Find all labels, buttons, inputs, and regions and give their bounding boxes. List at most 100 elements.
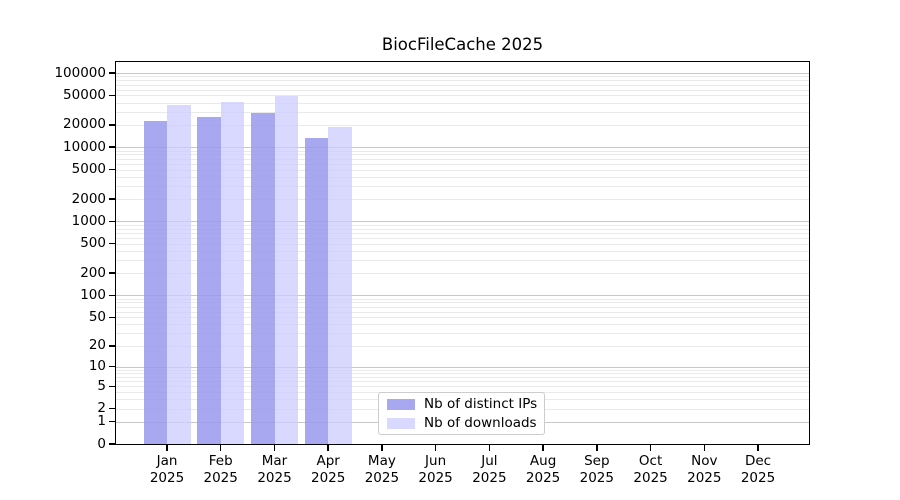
gridline-minor [115,199,810,200]
x-tick-year: 2025 [633,470,668,486]
y-tick-mark [109,198,115,200]
x-tick-month: Jan [156,453,178,469]
x-tick-mark [434,445,437,451]
gridline-minor [115,333,810,335]
x-tick-month: Dec [744,453,772,469]
gridline-minor [115,237,810,239]
gridline-minor [115,345,810,347]
x-tick-label: Oct 2025 [611,453,691,487]
gridline-minor [115,250,810,252]
x-tick-label: Jun 2025 [396,453,476,487]
y-tick-mark [109,72,115,74]
x-tick-year: 2025 [740,470,776,486]
gridline-minor [115,158,810,160]
gridline-minor [115,306,810,308]
gridline-minor [115,169,810,171]
gridline-major [115,366,810,368]
bar-distinct-ips-jan-2025 [143,120,167,444]
x-tick-month: Mar [261,453,288,469]
gridline-minor [115,324,810,326]
bar-downloads-apr-2025 [328,126,352,444]
y-tick-label: 200 [80,264,106,281]
y-tick-label: 1 [97,413,106,430]
gridline-minor [115,317,810,319]
gridline-minor [115,76,810,78]
bar-downloads-feb-2025 [220,101,245,444]
gridline-minor [115,373,810,375]
x-tick-label: May 2025 [342,453,422,487]
x-tick-year: 2025 [687,470,722,486]
x-tick-mark [542,445,544,451]
x-tick-mark [488,445,491,451]
y-tick-mark [109,443,115,445]
x-tick-label: Mar 2025 [235,453,315,487]
gridline-minor [115,273,810,275]
x-tick-year: 2025 [472,470,507,486]
y-tick-label: 10 [88,358,106,375]
x-tick-month: Oct [638,453,663,469]
y-tick-mark [109,168,115,171]
y-tick-mark [109,420,115,423]
x-tick-mark [757,445,759,451]
gridline-major [115,147,810,149]
gridline-minor [115,386,810,388]
bar-downloads-mar-2025 [274,96,298,444]
gridline-minor [115,228,810,230]
x-tick-mark [327,445,329,451]
x-tick-label: Nov 2025 [664,453,744,487]
gridline-minor [115,111,810,113]
y-tick-mark [109,294,115,297]
x-tick-label: Apr 2025 [288,453,368,487]
x-tick-label: Jul 2025 [449,453,529,487]
gridline-minor [115,311,810,313]
y-tick-mark [109,124,115,126]
gridline-minor [115,302,810,304]
y-tick-label: 2 [97,400,106,417]
gridline-minor [115,154,810,156]
legend-label-downloads: Nb of downloads [424,415,537,431]
gridline-minor [115,163,810,165]
x-tick-label: Aug 2025 [503,453,583,487]
y-tick-label: 0 [97,435,106,452]
gridline-minor [115,186,810,187]
y-tick-mark [109,407,115,410]
x-tick-year: 2025 [579,470,614,486]
x-tick-month: Jun [425,453,447,469]
legend-entry-downloads: Nb of downloads [387,415,537,431]
x-tick-mark [273,445,276,451]
x-tick-year: 2025 [311,470,346,486]
gridline-minor [115,84,810,86]
legend-swatch-downloads [387,417,415,429]
gridline-minor [115,224,810,226]
y-tick-label: 50000 [63,86,106,103]
gridline-minor [115,102,810,104]
bar-distinct-ips-apr-2025 [304,138,329,444]
y-tick-label: 10000 [63,138,106,155]
bar-distinct-ips-feb-2025 [197,117,221,444]
gridline-minor [115,298,810,300]
y-tick-label: 50 [88,308,106,325]
y-tick-label: 20000 [63,116,106,133]
gridline-minor [115,95,810,97]
bar-downloads-jan-2025 [167,105,191,444]
y-tick-label: 5000 [71,161,106,177]
x-tick-mark [166,445,168,451]
gridline-major [115,221,810,223]
gridline-minor [115,176,810,178]
x-tick-mark [219,445,222,451]
y-tick-label: 500 [80,235,106,252]
y-tick-label: 1000 [71,212,106,229]
chart-title: BiocFileCache 2025 [381,35,544,54]
x-tick-label: Feb 2025 [181,453,261,487]
gridline-minor [115,80,810,82]
x-tick-year: 2025 [203,470,238,486]
x-tick-month: Jul [481,453,498,469]
legend-entry-distinct-ips: Nb of distinct IPs [387,396,537,412]
x-tick-mark [596,445,598,451]
x-tick-mark [703,445,706,451]
x-tick-mark [649,445,652,451]
y-tick-mark [109,242,115,245]
x-tick-year: 2025 [525,470,561,486]
bar-distinct-ips-mar-2025 [251,112,275,444]
x-tick-month: May [367,453,396,469]
